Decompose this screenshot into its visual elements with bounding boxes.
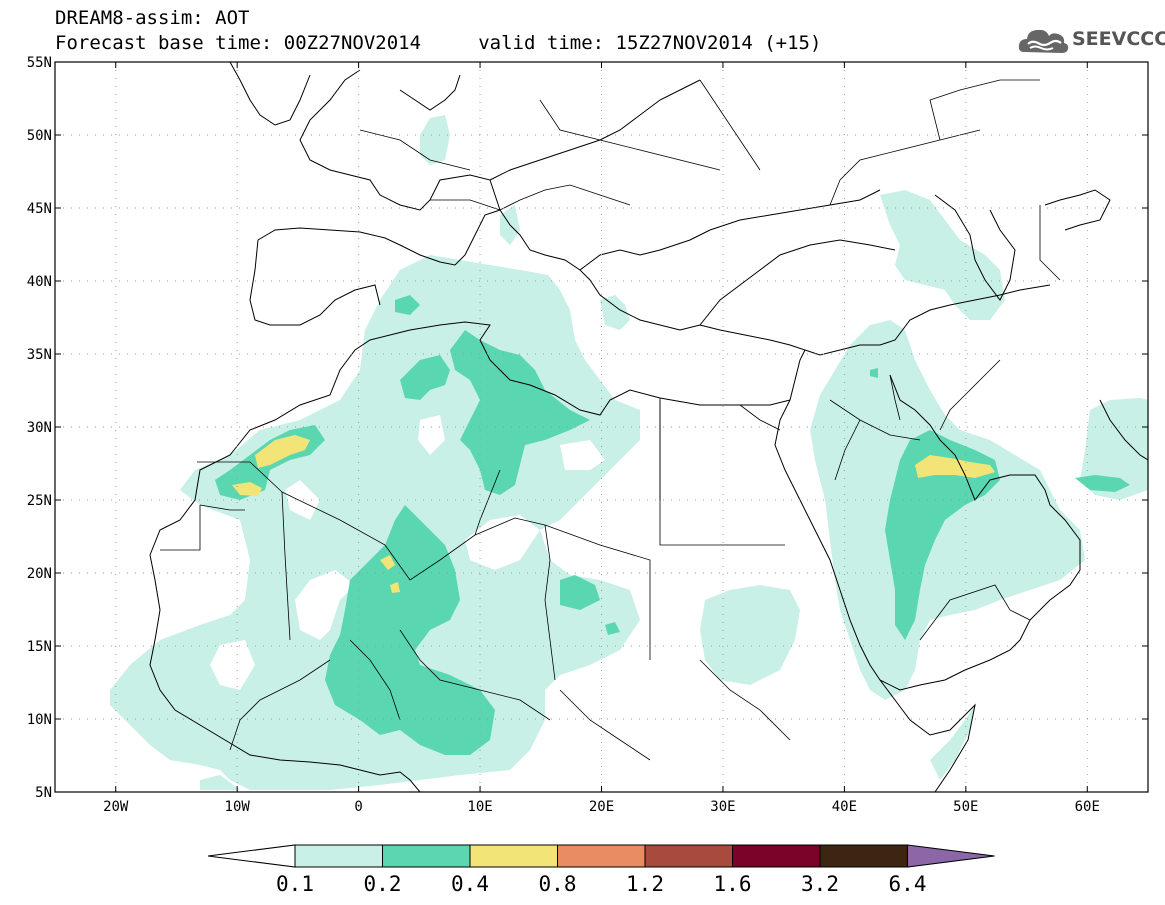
colorbar-swatch [732, 844, 821, 868]
colorbar-label: 0.2 [363, 872, 402, 896]
lat-tick-label: 25N [27, 493, 52, 509]
forecast-times: Forecast base time: 00Z27NOV2014 valid t… [55, 32, 822, 54]
aot-contours [110, 115, 1148, 790]
colorbar-low-arrow [207, 844, 296, 868]
lon-tick-label: 60E [1075, 799, 1100, 815]
colorbar-label: 0.8 [538, 872, 577, 896]
colorbar-swatch [294, 844, 383, 868]
axis-ticks [55, 61, 1148, 793]
lat-tick-label: 5N [35, 785, 52, 801]
lat-tick-label: 55N [27, 55, 52, 71]
aot-level-0-2 [215, 295, 1130, 755]
cloud-icon [1018, 29, 1069, 53]
colorbar-label: 6.4 [888, 872, 927, 896]
colorbar-label: 0.4 [451, 872, 489, 896]
lat-tick-label: 15N [27, 639, 52, 655]
logo-text: SEEVCCC [1072, 28, 1165, 50]
latitude-labels: 55N 50N 45N 40N 35N 30N 25N 20N 15N 10N 5N [27, 55, 52, 801]
lon-tick-label: 50E [953, 799, 978, 815]
lon-tick-label: 30E [710, 799, 735, 815]
colorbar [207, 844, 995, 868]
coastlines [149, 62, 1148, 792]
colorbar-label: 1.2 [626, 872, 664, 896]
colorbar-swatch [819, 844, 908, 868]
lat-tick-label: 50N [27, 128, 52, 144]
lon-tick-label: 20E [589, 799, 614, 815]
colorbar-swatch [469, 844, 558, 868]
lat-tick-label: 45N [27, 201, 52, 217]
aot-level-0-4 [232, 435, 995, 593]
lat-tick-label: 30N [27, 420, 52, 436]
colorbar-swatch [382, 844, 471, 868]
lat-tick-label: 10N [27, 712, 52, 728]
colorbar-label: 0.1 [276, 872, 314, 896]
colorbar-label: 1.6 [713, 872, 752, 896]
colorbar-swatch [644, 844, 733, 868]
lon-tick-label: 20W [103, 799, 129, 815]
seevccc-logo: SEEVCCC [1018, 22, 1165, 58]
country-borders [160, 79, 1061, 761]
lon-tick-label: 0 [354, 799, 362, 815]
lon-tick-label: 40E [832, 799, 857, 815]
colorbar-high-arrow [907, 844, 995, 868]
lon-tick-label: 10W [225, 799, 251, 815]
colorbar-swatch [557, 844, 646, 868]
lat-tick-label: 20N [27, 566, 52, 582]
aot-gaps [210, 415, 605, 690]
lat-tick-label: 35N [27, 347, 52, 363]
map-title: DREAM8-assim: AOT [55, 7, 250, 29]
colorbar-label: 3.2 [801, 872, 839, 896]
lon-tick-label: 10E [467, 799, 492, 815]
lat-tick-label: 40N [27, 274, 52, 290]
graticule [55, 62, 1148, 792]
longitude-labels: 20W 10W 0 10E 20E 30E 40E 50E 60E [103, 799, 1100, 815]
